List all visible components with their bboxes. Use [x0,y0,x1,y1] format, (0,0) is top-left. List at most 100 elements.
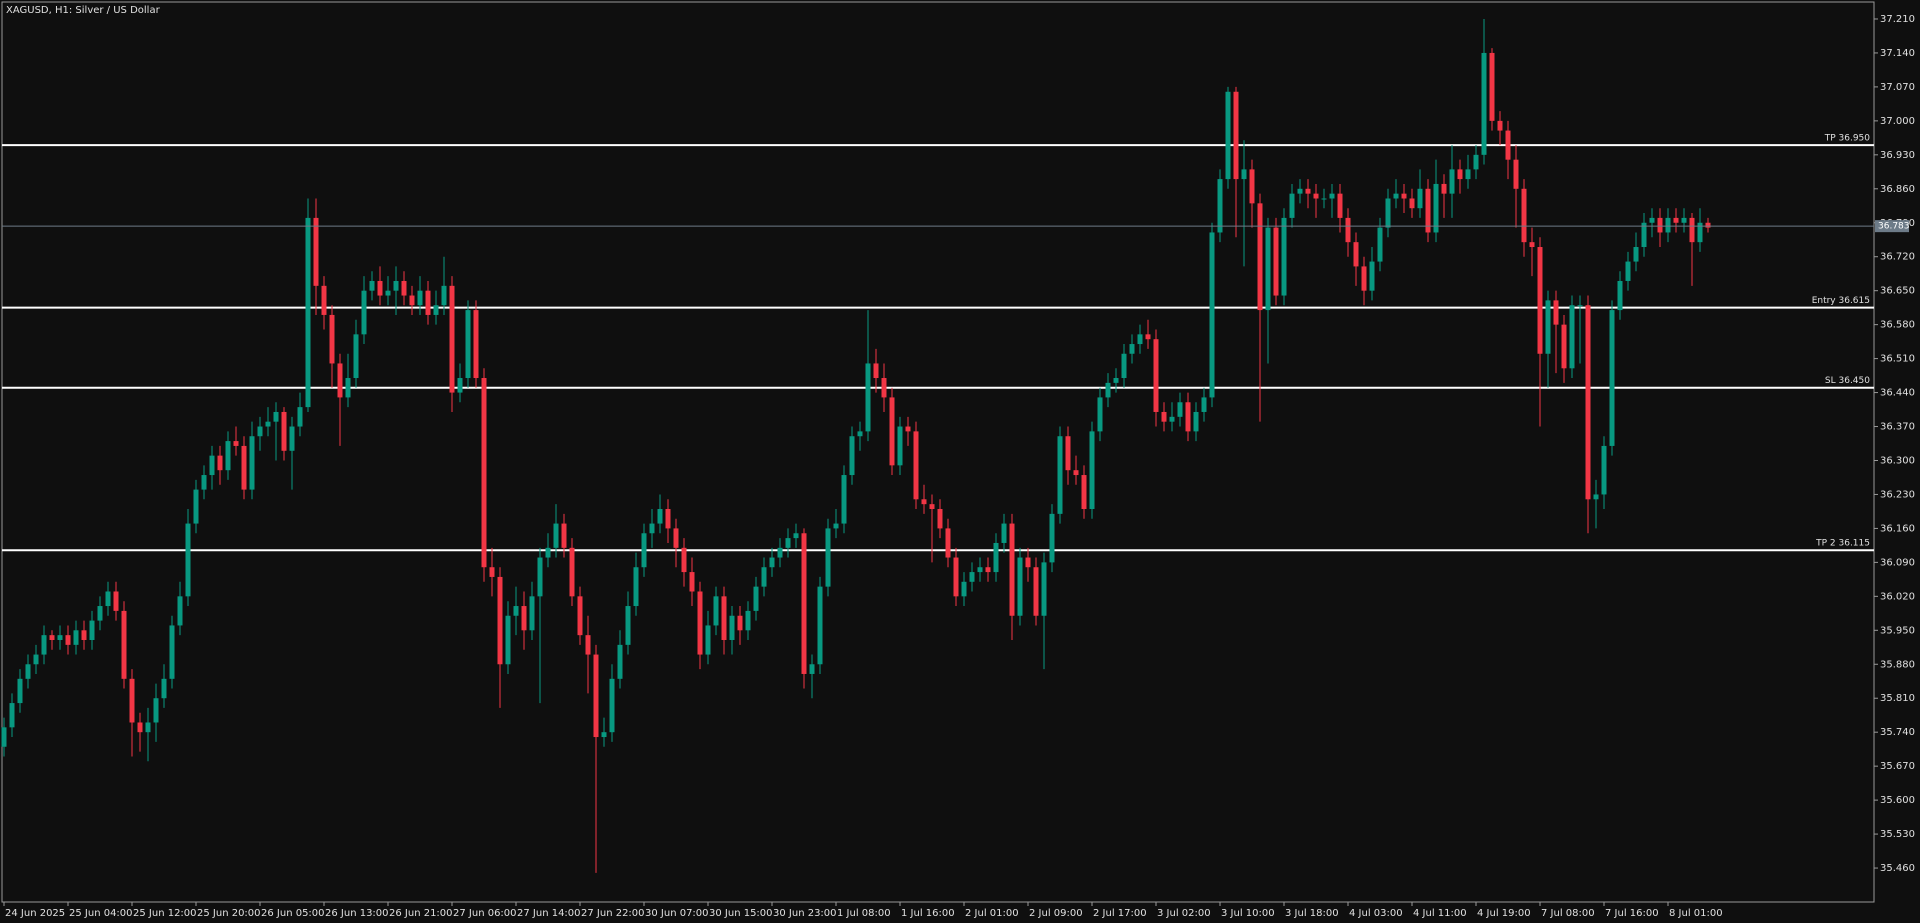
y-tick-label: 36.930 [1880,150,1915,161]
candle-body [809,664,815,674]
candle-body [1257,203,1263,311]
candle-body [81,630,87,641]
candle-body [1689,217,1695,243]
candle-body [609,678,615,733]
candle-body [1537,247,1543,354]
candle-body [33,654,39,665]
candle-body [1201,397,1207,412]
x-tick-label: 8 Jul 01:00 [1669,908,1723,919]
candle-body [873,363,879,379]
candle-body [1009,523,1015,616]
candle-body [433,305,439,315]
candle-body [321,285,327,315]
candle-body [1185,402,1191,432]
candle-body [1129,344,1135,354]
candle-body [393,280,399,291]
candle-body [41,635,47,655]
candle-body [1673,217,1679,223]
candle-body [1385,198,1391,228]
candle-body [537,557,543,597]
y-tick-label: 37.000 [1880,116,1915,127]
x-tick-label: 26 Jun 21:00 [389,908,453,919]
candle-body [1265,227,1271,311]
y-tick-label: 37.210 [1880,14,1915,25]
candle-body [345,378,351,398]
candle-body [1641,222,1647,248]
candle-body [17,678,23,704]
candle-body [417,290,423,306]
candle-body [1441,183,1447,194]
y-tick-label: 35.460 [1880,863,1915,874]
candle-body [625,606,631,645]
y-tick-label: 36.160 [1880,523,1915,534]
candle-body [913,431,919,500]
candle-body [513,606,519,616]
candle-body [1153,339,1159,412]
candle-body [833,523,839,529]
candle-body [689,572,695,592]
candle-body [113,591,119,611]
y-tick-label: 36.720 [1880,252,1915,263]
candle-body [1329,193,1335,199]
candle-body [1369,261,1375,291]
candle-body [593,654,599,738]
candle-body [1089,431,1095,510]
candle-body [577,596,583,636]
candle-body [657,509,663,524]
y-tick-label: 36.510 [1880,354,1915,365]
candle-body [49,635,55,641]
candle-body [929,504,935,510]
candle-body [817,586,823,665]
x-tick-label: 27 Jun 22:00 [581,908,645,919]
candle-body [561,523,567,548]
candle-body [769,557,775,568]
candle-body [1049,513,1055,563]
candle-body [569,547,575,597]
x-tick-label: 25 Jun 20:00 [197,908,261,919]
y-tick-label: 35.740 [1880,727,1915,738]
candle-body [761,567,767,587]
candle-body [1425,188,1431,233]
plot-frame [1,1,1875,903]
y-tick-label: 35.950 [1880,625,1915,636]
candle-body [1113,378,1119,383]
candle-body [201,475,207,490]
candle-body [1289,193,1295,218]
x-tick-label: 7 Jul 16:00 [1605,908,1659,919]
candle-body [1409,198,1415,209]
candle-body [73,630,79,645]
candle-body [177,596,183,626]
candle-body [1489,52,1495,121]
x-tick-label: 25 Jun 12:00 [133,908,197,919]
candle-body [681,547,687,573]
x-tick-label: 4 Jul 19:00 [1477,908,1531,919]
candle-body [849,436,855,476]
x-tick-label: 24 Jun 2025 [5,908,65,919]
candle-body [449,285,455,393]
candle-body [249,436,255,490]
candle-body [161,678,167,699]
candle-body [1521,188,1527,243]
candle-body [1161,411,1167,422]
candle-body [633,567,639,607]
candle-body [1209,232,1215,398]
candle-body [937,509,943,529]
candle-body [1361,266,1367,291]
candle-body [1321,198,1327,200]
candle-body [1449,169,1455,194]
candle-body [1545,300,1551,354]
candle-body [713,596,719,626]
x-tick-label: 1 Jul 08:00 [837,908,891,919]
candle-body [897,426,903,466]
candle-body [1649,217,1655,223]
candle-body [1345,217,1351,243]
candle-body [1001,523,1007,543]
candle-body [1313,193,1319,199]
candle-body [193,489,199,524]
candle-body [1505,130,1511,160]
x-tick-label: 2 Jul 01:00 [965,908,1019,919]
y-tick-label: 35.600 [1880,795,1915,806]
y-tick-label: 35.530 [1880,829,1915,840]
